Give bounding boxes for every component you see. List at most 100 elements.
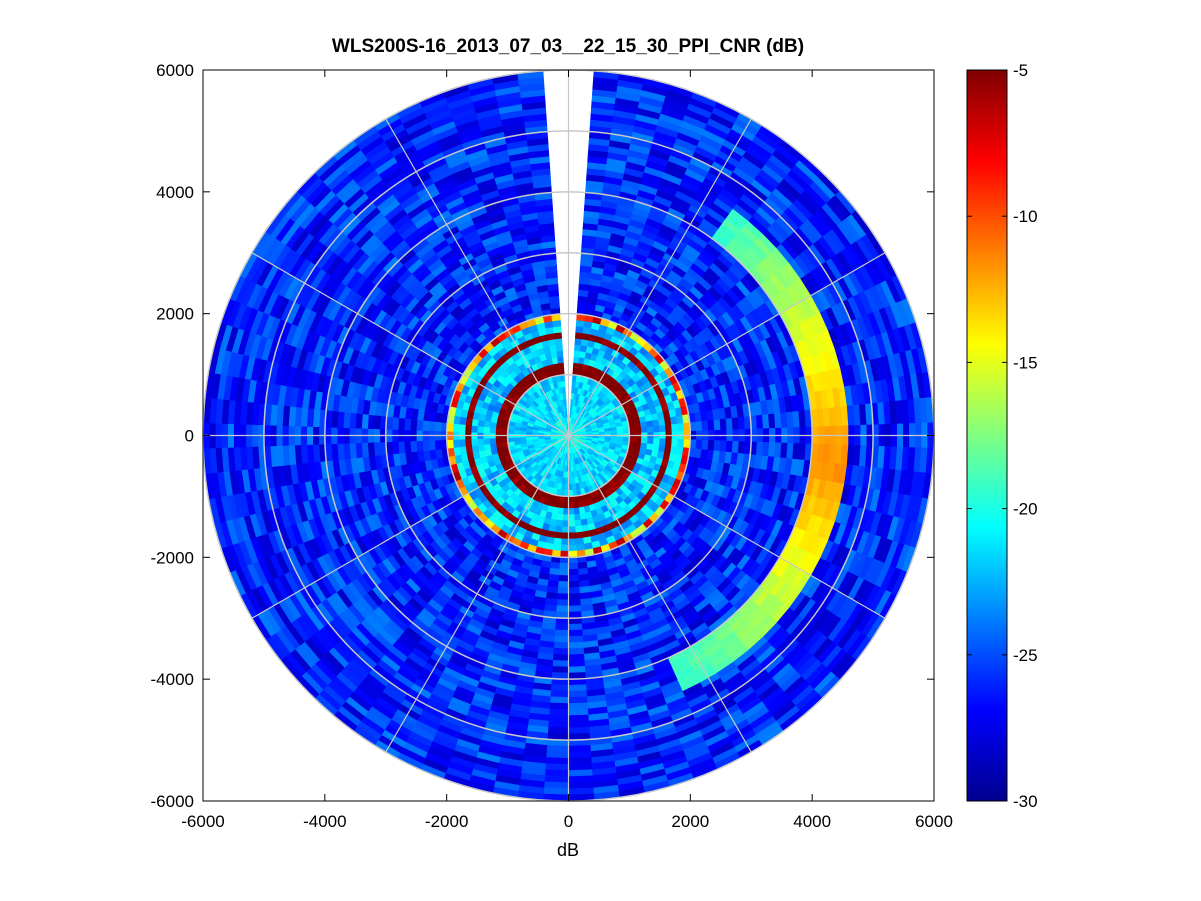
heatmap-cell	[555, 344, 563, 352]
heatmap-cell	[562, 392, 567, 400]
heatmap-cell	[568, 514, 575, 522]
heatmap-cell	[695, 421, 703, 432]
heatmap-cell	[495, 442, 503, 449]
heatmap-cell	[646, 420, 654, 428]
heatmap-cell	[574, 337, 583, 346]
heatmap-cell	[458, 423, 466, 433]
heatmap-cell	[634, 422, 642, 429]
heatmap-cell	[659, 438, 667, 447]
heatmap-cell	[513, 436, 521, 442]
heatmap-cell	[575, 325, 585, 334]
heatmap-cell	[555, 519, 563, 527]
heatmap-cell	[575, 543, 585, 552]
heatmap-cell	[568, 641, 584, 650]
heatmap-cell	[552, 660, 569, 668]
heatmap-cell	[553, 331, 563, 340]
heatmap-cell	[428, 420, 436, 432]
heatmap-cell	[568, 745, 591, 753]
heatmap-cell	[391, 441, 400, 455]
heatmap-cell	[544, 769, 569, 777]
heatmap-cell	[397, 440, 406, 454]
heatmap-cell	[568, 702, 588, 710]
heatmap-cell	[545, 751, 569, 759]
heatmap-cell	[489, 426, 497, 434]
heatmap-cell	[561, 386, 566, 394]
heatmap-cell	[634, 427, 642, 434]
heatmap-cell	[610, 430, 618, 435]
heatmap-cell	[568, 599, 581, 607]
heatmap-cell	[563, 502, 569, 509]
heatmap-cell	[695, 439, 703, 450]
heatmap-cell	[545, 757, 569, 765]
heatmap-cell	[725, 417, 734, 431]
heatmap-cell	[646, 426, 655, 434]
heatmap-cell	[652, 438, 661, 446]
heatmap-cell	[707, 419, 715, 431]
heatmap-cell	[554, 525, 563, 534]
heatmap-cell	[519, 436, 527, 441]
heatmap-cell	[552, 325, 562, 334]
heatmap-cell	[422, 419, 430, 431]
heatmap-cell	[568, 757, 592, 765]
heatmap-cell	[558, 562, 569, 570]
heatmap-cell	[476, 425, 485, 433]
heatmap-cell	[428, 439, 436, 451]
heatmap-cell	[470, 424, 478, 433]
heatmap-cell	[616, 429, 624, 435]
heatmap-cell	[557, 356, 564, 364]
heatmap-cell	[640, 426, 648, 434]
heatmap-cell	[558, 568, 569, 576]
heatmap-cell	[568, 538, 577, 546]
heatmap-cell	[552, 647, 569, 656]
heatmap-cell	[652, 425, 661, 433]
heatmap-cell	[568, 587, 580, 595]
heatmap-cell	[489, 442, 497, 450]
heatmap-cell	[568, 647, 585, 656]
heatmap-cell	[458, 438, 466, 448]
heatmap-cell	[482, 437, 491, 445]
heatmap-cell	[563, 495, 569, 503]
heatmap-cell	[725, 440, 734, 454]
heatmap-cell	[434, 439, 442, 450]
heatmap-cell	[707, 440, 715, 452]
heatmap-cell	[560, 532, 569, 540]
plot-area: -6000 -4000 -2000 0 2000 4000 6000 -6000-4000-…	[151, 61, 953, 831]
heatmap-cell	[568, 544, 577, 552]
heatmap-cell	[568, 666, 586, 674]
heatmap-cell	[495, 437, 503, 444]
heatmap-cell	[552, 319, 562, 328]
heatmap-cell	[548, 714, 569, 723]
heatmap-cell	[548, 708, 569, 717]
heatmap-cell	[547, 720, 569, 729]
heatmap-cell	[543, 775, 569, 784]
heatmap-cell	[568, 751, 592, 759]
heatmap-cell	[646, 437, 655, 445]
heatmap-cell	[568, 562, 579, 570]
heatmap-cell	[409, 440, 418, 453]
heatmap-cell	[574, 331, 584, 340]
heatmap-cell	[568, 726, 590, 735]
heatmap-cell	[397, 417, 406, 431]
heatmap-cell	[737, 441, 746, 455]
heatmap-cell	[556, 599, 569, 607]
heatmap-cell	[557, 574, 569, 583]
heatmap-cell	[568, 708, 589, 717]
heatmap-cell	[553, 635, 569, 643]
heatmap-cell	[483, 443, 491, 451]
heatmap-cell	[640, 421, 648, 429]
heatmap-cell	[422, 440, 430, 452]
heatmap-cell	[568, 720, 590, 729]
heatmap-cell	[574, 531, 584, 540]
heatmap-cell	[464, 438, 472, 447]
heatmap-cell	[701, 439, 709, 451]
heatmap-cell	[560, 544, 569, 552]
heatmap-cell	[568, 568, 579, 576]
heatmap-cell	[568, 769, 593, 777]
heatmap-cell	[568, 502, 574, 509]
heatmap-cell	[737, 416, 746, 430]
heatmap-cell	[549, 690, 569, 698]
heatmap-cell	[671, 438, 679, 448]
heatmap-cell	[409, 418, 418, 431]
heatmap-cell	[568, 635, 584, 643]
